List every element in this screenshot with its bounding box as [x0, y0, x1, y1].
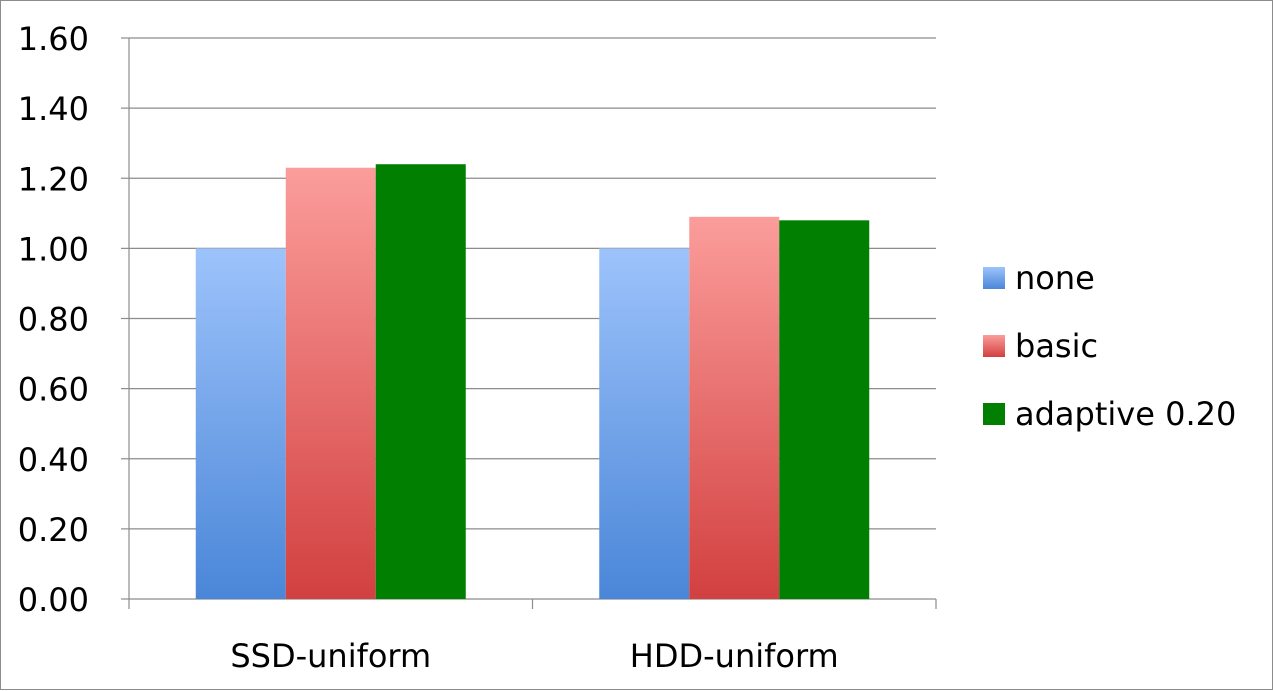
y-tick-label: 1.40: [18, 90, 89, 128]
bar-basic-ssd-uniform: [285, 167, 376, 599]
bar-adaptive-0-20-ssd-uniform: [375, 164, 466, 599]
y-tick-label: 1.20: [18, 160, 89, 198]
legend: none basic adaptive 0.20: [983, 259, 1236, 433]
y-tick-label: 0.80: [18, 301, 89, 339]
legend-label: none: [1015, 259, 1095, 297]
legend-label: basic: [1015, 327, 1098, 365]
y-tick-label: 0.40: [18, 441, 89, 479]
legend-swatch: [983, 403, 1005, 425]
bar-none-hdd-uniform: [599, 248, 690, 599]
x-category-label: SSD-uniform: [230, 637, 431, 675]
y-tick-label: 1.00: [18, 230, 89, 268]
y-tick-label: 1.60: [18, 20, 89, 58]
y-tick-label: 0.60: [18, 371, 89, 409]
bar-none-ssd-uniform: [195, 248, 286, 599]
axis-labels: 0.00 0.20 0.40 0.60 0.80 1.00 1.20 1.40 1.60 SSD-…: [18, 20, 839, 675]
bar-basic-hdd-uniform: [689, 216, 780, 599]
x-category-label: HDD-uniform: [630, 637, 839, 675]
y-tick-label: 0.00: [18, 581, 89, 619]
bars: [195, 164, 870, 599]
y-tick-label: 0.20: [18, 511, 89, 549]
bar-adaptive-0-20-hdd-uniform: [779, 220, 870, 599]
legend-swatch: [983, 267, 1005, 289]
legend-swatch: [983, 335, 1005, 357]
legend-label: adaptive 0.20: [1015, 395, 1236, 433]
